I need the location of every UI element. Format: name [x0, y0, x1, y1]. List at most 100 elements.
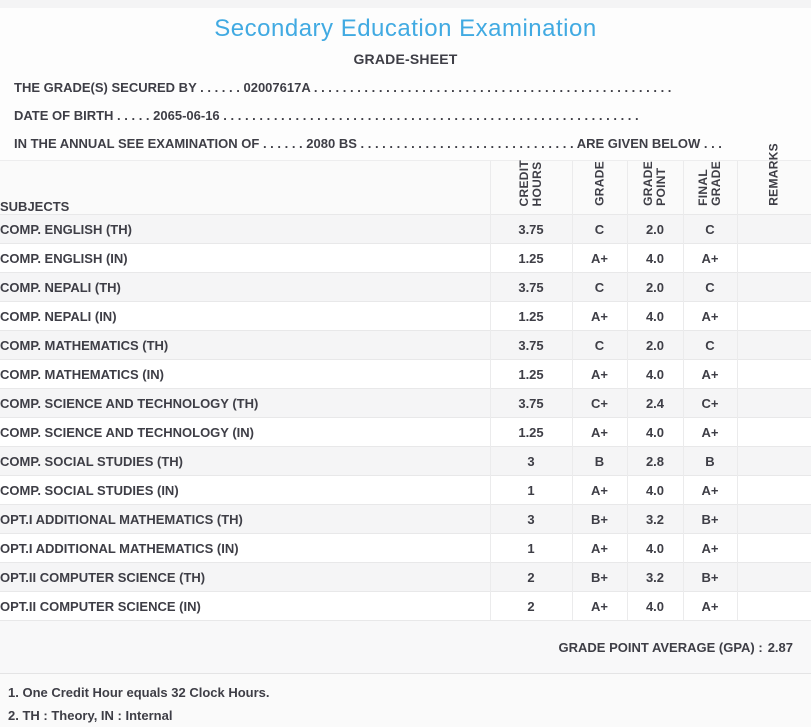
final-grade-cell: A+	[682, 475, 737, 505]
column-header-remarks: REMARKS	[736, 143, 811, 215]
subject-cell: COMP. ENGLISH (TH)	[0, 214, 490, 244]
footnote-credit-hours: 1. One Credit Hour equals 32 Clock Hours…	[8, 685, 270, 700]
grade-point-cell: 2.4	[626, 388, 683, 418]
grade-point-cell: 2.8	[626, 446, 683, 476]
subject-cell: COMP. MATHEMATICS (TH)	[0, 330, 490, 360]
final-grade-cell: A+	[682, 301, 737, 331]
subject-cell: COMP. SOCIAL STUDIES (IN)	[0, 475, 490, 505]
final-grade-cell: C+	[682, 388, 737, 418]
examination-year-value: 2080 BS	[306, 136, 357, 151]
table-row: COMP. MATHEMATICS (IN) 1.25 A+ 4.0 A+	[0, 359, 811, 389]
remarks-cell	[736, 301, 811, 331]
subject-cell: COMP. NEPALI (IN)	[0, 301, 490, 331]
credit-hours-cell: 2	[489, 562, 572, 592]
final-grade-cell: C	[682, 272, 737, 302]
table-row: COMP. SCIENCE AND TECHNOLOGY (IN) 1.25 A…	[0, 417, 811, 447]
table-row: OPT.II COMPUTER SCIENCE (IN) 2 A+ 4.0 A+	[0, 591, 811, 621]
grade-header-label: GRADE	[592, 161, 606, 206]
final-grade-cell: C	[682, 330, 737, 360]
credit-hours-cell: 3.75	[489, 330, 572, 360]
subject-cell: COMP. SCIENCE AND TECHNOLOGY (TH)	[0, 388, 490, 418]
grade-table-body: COMP. ENGLISH (TH) 3.75 C 2.0 C COMP. EN…	[0, 214, 811, 621]
grade-cell: A+	[571, 359, 627, 389]
subject-cell: COMP. SCIENCE AND TECHNOLOGY (IN)	[0, 417, 490, 447]
gpa-value: 2.87	[767, 639, 793, 655]
table-row: COMP. MATHEMATICS (TH) 3.75 C 2.0 C	[0, 330, 811, 360]
grade-point-cell: 2.0	[626, 214, 683, 244]
examination-label: IN THE ANNUAL SEE EXAMINATION OF	[14, 136, 260, 151]
table-row: OPT.I ADDITIONAL MATHEMATICS (TH) 3 B+ 3…	[0, 504, 811, 534]
table-row: COMP. SOCIAL STUDIES (IN) 1 A+ 4.0 A+	[0, 475, 811, 505]
gpa-bar: GRADE POINT AVERAGE (GPA) : 2.87	[0, 621, 811, 674]
column-header-final-grade: FINAL GRADE	[682, 160, 737, 215]
remarks-cell	[736, 359, 811, 389]
info-line-date-of-birth: DATE OF BIRTH . . . . . 2065-06-16 . . .…	[14, 102, 797, 130]
remarks-cell	[736, 388, 811, 418]
remarks-cell	[736, 243, 811, 273]
info-line-grades-secured: THE GRADE(S) SECURED BY . . . . . . 0200…	[14, 74, 797, 102]
footnotes: 1. One Credit Hour equals 32 Clock Hours…	[0, 674, 811, 727]
table-row: COMP. ENGLISH (IN) 1.25 A+ 4.0 A+	[0, 243, 811, 273]
table-row: OPT.I ADDITIONAL MATHEMATICS (IN) 1 A+ 4…	[0, 533, 811, 563]
subject-cell: OPT.II COMPUTER SCIENCE (TH)	[0, 562, 490, 592]
grade-point-cell: 4.0	[626, 359, 683, 389]
subject-cell: COMP. MATHEMATICS (IN)	[0, 359, 490, 389]
table-row: COMP. ENGLISH (TH) 3.75 C 2.0 C	[0, 214, 811, 244]
dots: . . . . . .	[259, 136, 307, 151]
credit-hours-cell: 1.25	[489, 243, 572, 273]
subject-cell: OPT.II COMPUTER SCIENCE (IN)	[0, 591, 490, 621]
grade-point-cell: 4.0	[626, 301, 683, 331]
grade-cell: A+	[571, 417, 627, 447]
remarks-cell	[736, 417, 811, 447]
final-grade-cell: A+	[682, 533, 737, 563]
are-given-below-text: ARE GIVEN BELOW . . .	[576, 136, 722, 151]
credit-hours-cell: 1.25	[489, 359, 572, 389]
footnote-abbreviations: 2. TH : Theory, IN : Internal	[8, 708, 173, 723]
grade-cell: C	[571, 330, 627, 360]
credit-hours-cell: 3.75	[489, 214, 572, 244]
subject-cell: COMP. NEPALI (TH)	[0, 272, 490, 302]
page-title: Secondary Education Examination	[214, 15, 597, 42]
grade-cell: A+	[571, 533, 627, 563]
credit-hours-cell: 1.25	[489, 301, 572, 331]
remarks-cell	[736, 330, 811, 360]
column-header-credit-hours: CREDIT HOURS	[489, 160, 572, 215]
grade-point-cell: 2.0	[626, 272, 683, 302]
info-line-examination: IN THE ANNUAL SEE EXAMINATION OF . . . .…	[14, 130, 797, 158]
remarks-cell	[736, 272, 811, 302]
grade-point-cell: 2.0	[626, 330, 683, 360]
grade-point-cell: 4.0	[626, 591, 683, 621]
grade-point-cell: 3.2	[626, 562, 683, 592]
subject-cell: COMP. ENGLISH (IN)	[0, 243, 490, 273]
gpa-label: GRADE POINT AVERAGE (GPA) :	[558, 639, 763, 655]
grade-cell: C	[571, 272, 627, 302]
final-grade-cell: A+	[682, 591, 737, 621]
final-grade-cell: A+	[682, 359, 737, 389]
grade-cell: C+	[571, 388, 627, 418]
dots: . . . . . . . . . . . . . . . . . . . . …	[219, 108, 639, 123]
subject-cell: OPT.I ADDITIONAL MATHEMATICS (TH)	[0, 504, 490, 534]
credit-hours-cell: 1	[489, 475, 572, 505]
credit-hours-cell: 1.25	[489, 417, 572, 447]
dots: . . . . . . . . . . . . . . . . . . . . …	[310, 80, 672, 95]
final-grade-header-label: FINAL GRADE	[696, 161, 723, 206]
date-of-birth-label: DATE OF BIRTH	[14, 108, 114, 123]
remarks-header-label: REMARKS	[766, 143, 781, 206]
page-subtitle: GRADE-SHEET	[353, 51, 458, 67]
grade-point-cell: 4.0	[626, 533, 683, 563]
grade-point-cell: 4.0	[626, 243, 683, 273]
student-info: THE GRADE(S) SECURED BY . . . . . . 0200…	[0, 67, 811, 158]
remarks-cell	[736, 214, 811, 244]
grade-cell: B+	[571, 504, 627, 534]
grade-cell: A+	[571, 475, 627, 505]
final-grade-cell: B+	[682, 562, 737, 592]
final-grade-cell: B+	[682, 504, 737, 534]
date-of-birth-value: 2065-06-16	[153, 108, 220, 123]
column-header-grade: GRADE	[571, 160, 627, 215]
dots: . . . . . . . . . . . . . . . . . . . . …	[356, 136, 577, 151]
subject-cell: COMP. SOCIAL STUDIES (TH)	[0, 446, 490, 476]
grade-table: SUBJECTS CREDIT HOURS GRADE GRADE POINT …	[0, 143, 811, 621]
grade-cell: B	[571, 446, 627, 476]
grade-cell: B+	[571, 562, 627, 592]
